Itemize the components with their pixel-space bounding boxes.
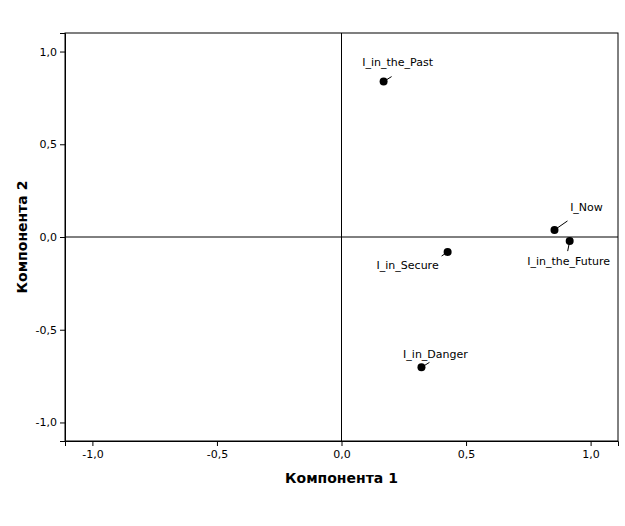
- tick: -0,5: [36, 324, 65, 337]
- tick-label: 0,5: [40, 138, 58, 151]
- tick: 0,0: [40, 231, 66, 244]
- plot-frame: [65, 33, 618, 441]
- tick-mark: [466, 441, 467, 446]
- tick-label: -0,5: [36, 324, 57, 337]
- x-axis-title: Компонента 1: [285, 470, 398, 486]
- tick: 0,5: [458, 441, 476, 461]
- tick-mark: [591, 441, 592, 446]
- chart: -1,0 -0,5 0,0 0,5 1,0 -1,0 -0,5 0,0 0,5 1,0 I_in_t…: [0, 0, 625, 526]
- tick: -1,0: [82, 441, 103, 461]
- tick-mark: [60, 237, 65, 238]
- tick-mark: [92, 441, 93, 446]
- point: [417, 363, 425, 371]
- tick: -0,5: [207, 441, 228, 461]
- y-axis: -1,0 -0,5 0,0 0,5 1,0: [36, 34, 66, 442]
- tick-mark: [342, 441, 343, 446]
- tick-label: 1,0: [40, 46, 58, 59]
- point: [444, 248, 452, 256]
- tick: 0,0: [333, 441, 351, 461]
- point-label: I_in_Secure: [377, 259, 439, 272]
- point-label: I_in_the_Future: [527, 255, 610, 268]
- tick-mark: [60, 144, 65, 145]
- tick: 1,0: [582, 441, 600, 461]
- tick-label: -0,5: [207, 448, 228, 461]
- tick-label: 1,0: [582, 448, 600, 461]
- reference-line: [65, 237, 618, 238]
- tick-mark: [60, 330, 65, 331]
- point: [550, 226, 558, 234]
- y-axis-title: Компонента 2: [14, 181, 30, 294]
- point: [566, 237, 574, 245]
- tick-label: 0,5: [458, 448, 476, 461]
- tick: -1,0: [36, 416, 65, 429]
- point-label: I_in_Danger: [403, 348, 468, 361]
- points: [380, 77, 574, 372]
- x-axis: -1,0 -0,5 0,0 0,5 1,0: [66, 441, 619, 461]
- tick: 1,0: [40, 46, 66, 59]
- point-label: I_Now: [570, 201, 603, 214]
- tick-label: -1,0: [36, 416, 57, 429]
- point: [380, 78, 388, 86]
- tick-mark: [217, 441, 218, 446]
- point-label: I_in_the_Past: [362, 56, 433, 69]
- plot: -1,0 -0,5 0,0 0,5 1,0 -1,0 -0,5 0,0 0,5 1,0 I_in_t…: [36, 33, 619, 461]
- tick-label: 0,0: [40, 231, 58, 244]
- tick-mark: [60, 422, 65, 423]
- tick: 0,5: [40, 138, 66, 151]
- point-labels: I_in_the_Past I_Now I_in_the_Future I_in_Se…: [362, 56, 610, 362]
- axis-line: [66, 442, 619, 447]
- tick-label: 0,0: [333, 448, 351, 461]
- axis-line: [60, 34, 66, 442]
- tick-mark: [60, 52, 65, 53]
- tick-label: -1,0: [82, 448, 103, 461]
